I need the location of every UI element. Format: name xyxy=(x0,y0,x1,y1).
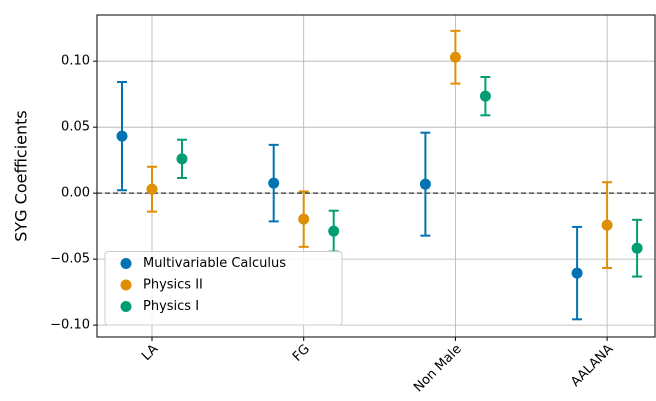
y-tick-label: 0.00 xyxy=(61,186,90,201)
legend-box xyxy=(104,251,343,326)
point xyxy=(449,51,461,63)
error-point xyxy=(176,138,188,179)
legend-marker xyxy=(120,301,132,312)
point xyxy=(479,90,491,102)
error-point xyxy=(571,225,583,321)
error-point xyxy=(116,81,128,192)
x-tick-label: AALANA xyxy=(568,342,616,390)
y-axis-label: SYG Coefficients xyxy=(12,110,31,242)
x-tick-label: FG xyxy=(290,342,313,365)
point xyxy=(328,225,340,237)
y-tick-label: 0.10 xyxy=(61,54,90,69)
point xyxy=(298,213,310,225)
error-point xyxy=(328,209,340,253)
error-point xyxy=(601,181,613,269)
legend-marker xyxy=(120,279,132,291)
point xyxy=(419,178,431,190)
x-tick-label: Non Male xyxy=(411,342,465,396)
point xyxy=(116,130,128,142)
y-tick-label: 0.05 xyxy=(61,120,90,135)
point xyxy=(601,219,613,231)
error-point xyxy=(631,218,643,278)
legend-marker xyxy=(120,258,132,269)
error-point xyxy=(479,76,491,117)
plot-frame xyxy=(96,14,656,338)
point xyxy=(268,177,280,189)
error-point xyxy=(298,190,310,248)
error-point xyxy=(449,29,461,85)
point xyxy=(146,183,158,195)
x-tick-label: LA xyxy=(139,342,161,364)
error-point xyxy=(419,131,431,237)
legend-label: Physics II xyxy=(143,278,203,293)
point xyxy=(571,267,583,279)
y-tick-label: −0.05 xyxy=(50,252,90,267)
y-tick-label: −0.10 xyxy=(50,318,90,333)
legend-label: Physics I xyxy=(143,299,199,314)
point xyxy=(631,242,643,254)
point xyxy=(176,153,188,165)
error-point xyxy=(268,143,280,223)
legend-label: Multivariable Calculus xyxy=(143,256,286,271)
error-point xyxy=(146,165,158,213)
